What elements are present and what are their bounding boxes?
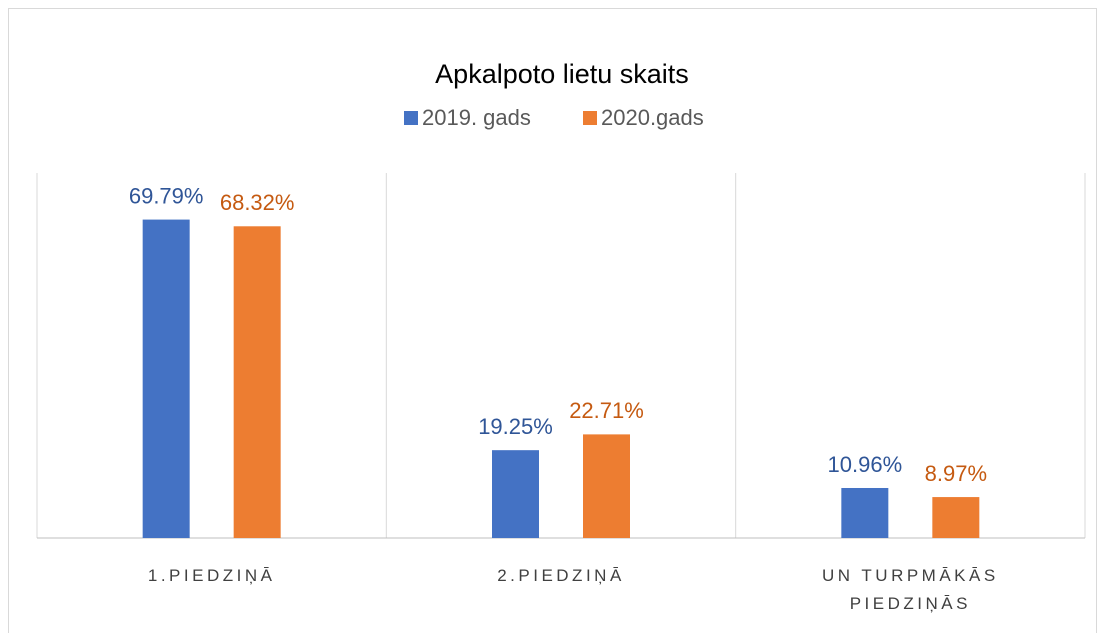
legend-label: 2020.gads [601, 105, 704, 130]
bar [841, 487, 889, 538]
chart-border [8, 8, 1097, 633]
bar [142, 219, 190, 538]
x-tick-label: UN TURPMĀKĀS PIEDZIŅĀS [821, 566, 999, 613]
bar [492, 450, 539, 538]
bar [932, 497, 980, 538]
legend-label: 2019. gads [422, 105, 531, 130]
bar [583, 434, 630, 538]
data-label: 22.71% [569, 398, 644, 423]
bar [233, 226, 281, 539]
data-label: 68.32% [220, 190, 295, 215]
x-tick-label: 1.PIEDZIŅĀ [147, 566, 276, 585]
data-label: 19.25% [478, 414, 553, 439]
x-tick-label: 2.PIEDZIŅĀ [497, 566, 625, 585]
data-label: 8.97% [925, 461, 987, 486]
legend-swatch [583, 111, 597, 125]
data-label: 10.96% [828, 452, 903, 477]
chart-title: Apkalpoto lietu skaits [435, 59, 689, 89]
legend-swatch [404, 111, 418, 125]
data-label: 69.79% [129, 183, 204, 208]
